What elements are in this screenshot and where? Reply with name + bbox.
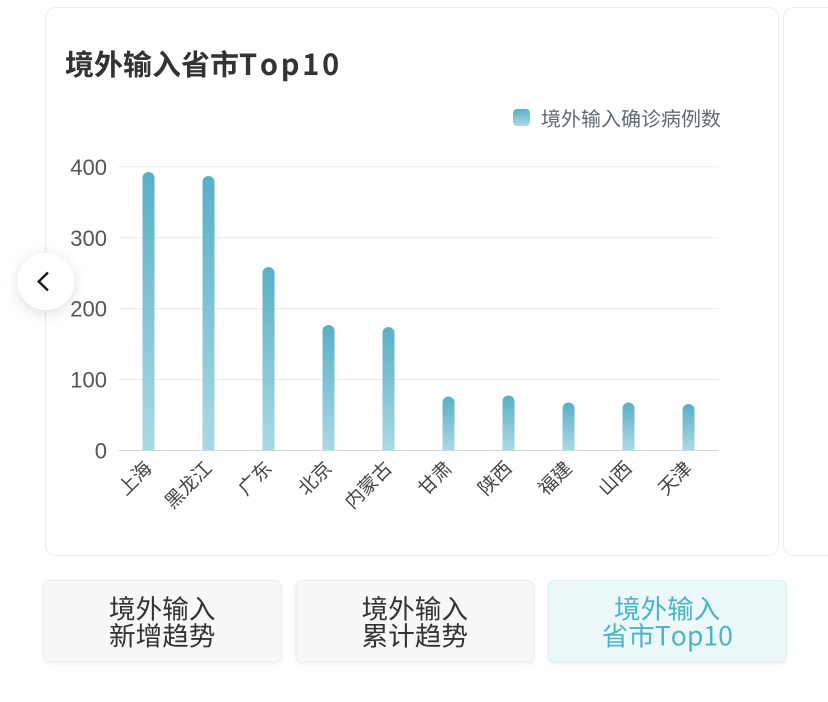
svg-text:100: 100	[70, 368, 107, 393]
svg-text:200: 200	[70, 297, 107, 322]
svg-text:300: 300	[70, 226, 107, 251]
svg-text:0: 0	[95, 439, 107, 464]
svg-text:400: 400	[70, 155, 107, 180]
